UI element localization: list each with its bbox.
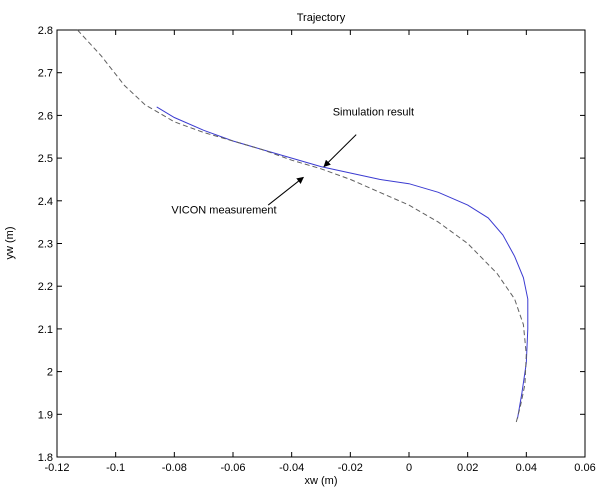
annotation-arrow	[267, 176, 304, 206]
annotation-arrow	[323, 134, 357, 168]
annotation-layer: Simulation result VICON measurement	[171, 106, 414, 216]
x-axis: -0.12 -0.1 -0.08 -0.06 -0.04 -0.02 0 0.02 0.04 0.…	[44, 30, 596, 474]
y-axis-title: yw (m)	[4, 227, 16, 260]
series-layer	[77, 29, 529, 423]
x-axis-title: xw (m)	[305, 475, 338, 487]
y-tick-label: 2.1	[38, 324, 53, 336]
y-tick-label: 2.7	[38, 68, 53, 80]
x-tick-label: 0.04	[516, 462, 537, 474]
y-tick-label: 2.4	[38, 196, 53, 208]
annotation-label: Simulation result	[333, 106, 414, 118]
y-tick-label: 1.8	[38, 452, 53, 464]
y-tick-label: 2.5	[38, 153, 53, 165]
x-tick-label: -0.08	[162, 462, 187, 474]
y-axis: 1.8 1.9 2 2.1 2.2 2.3 2.4 2.5 2.6 2.7 2.8	[38, 25, 585, 464]
y-tick-label: 1.9	[38, 409, 53, 421]
annotation-label: VICON measurement	[171, 205, 276, 217]
x-tick-label: 0	[406, 462, 412, 474]
y-tick-label: 2.3	[38, 239, 53, 251]
x-tick-label: -0.04	[279, 462, 304, 474]
chart-title: Trajectory	[297, 12, 346, 24]
x-tick-label: 0.06	[574, 462, 595, 474]
y-tick-label: 2	[47, 367, 53, 379]
x-tick-label: -0.06	[220, 462, 245, 474]
x-tick-label: 0.02	[457, 462, 478, 474]
y-tick-label: 2.6	[38, 110, 53, 122]
vicon-measurement-line	[77, 29, 527, 423]
plot-area	[56, 29, 586, 458]
simulation-result-line	[156, 106, 529, 419]
y-tick-label: 2.8	[38, 25, 53, 37]
x-tick-label: -0.02	[338, 462, 363, 474]
y-tick-label: 2.2	[38, 281, 53, 293]
x-tick-label: -0.12	[44, 462, 69, 474]
x-tick-label: -0.1	[106, 462, 125, 474]
